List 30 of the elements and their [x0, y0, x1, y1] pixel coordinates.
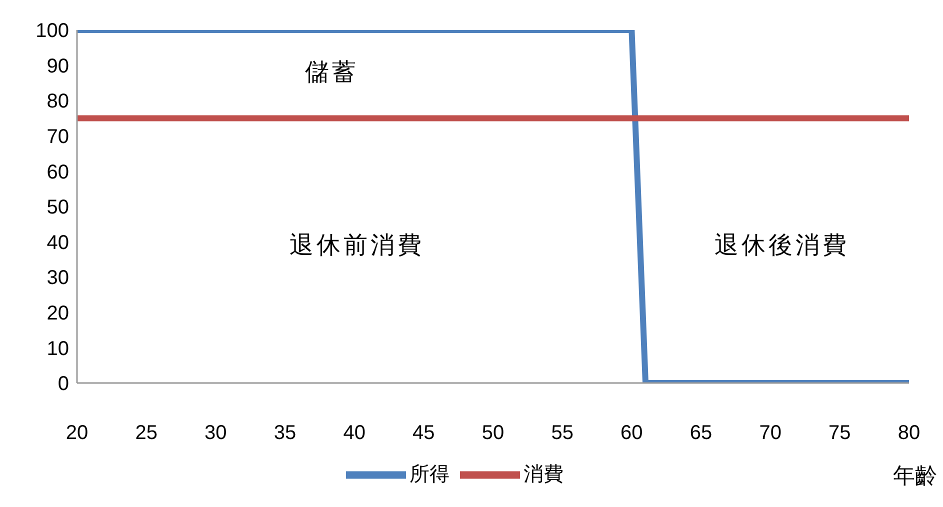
x-tick-label: 45 — [412, 422, 435, 444]
x-tick-label: 65 — [690, 422, 712, 444]
annotation: 退休前消費 — [290, 230, 424, 261]
x-tick-label: 75 — [828, 422, 851, 444]
y-tick-label: 0 — [58, 373, 69, 396]
x-tick-label: 55 — [551, 422, 574, 444]
x-tick-label: 80 — [898, 422, 920, 444]
x-axis-title: 年齡 — [893, 463, 937, 488]
x-tick-label: 60 — [620, 422, 643, 444]
x-tick-label: 50 — [482, 422, 504, 444]
y-tick-label: 20 — [46, 302, 69, 324]
y-tick-label: 80 — [46, 90, 69, 113]
legend-label: 消費 — [524, 463, 564, 486]
y-tick-label: 70 — [46, 126, 69, 148]
x-tick-label: 40 — [343, 422, 366, 444]
annotation: 儲蓄 — [305, 57, 359, 88]
y-tick-label: 50 — [46, 196, 69, 219]
y-tick-label: 40 — [46, 232, 69, 254]
annotation: 退休後消費 — [714, 230, 850, 261]
y-tick-label: 60 — [46, 161, 69, 184]
y-tick-label: 30 — [46, 267, 69, 290]
x-tick-label: 20 — [66, 422, 88, 444]
x-tick-label: 35 — [274, 422, 296, 444]
legend-label: 所得 — [410, 463, 450, 486]
x-tick-label: 30 — [204, 422, 227, 444]
x-tick-label: 70 — [759, 422, 782, 444]
y-tick-label: 90 — [46, 55, 69, 78]
x-tick-label: 25 — [135, 422, 158, 444]
y-tick-label: 10 — [46, 338, 69, 360]
y-tick-label: 100 — [36, 20, 69, 42]
